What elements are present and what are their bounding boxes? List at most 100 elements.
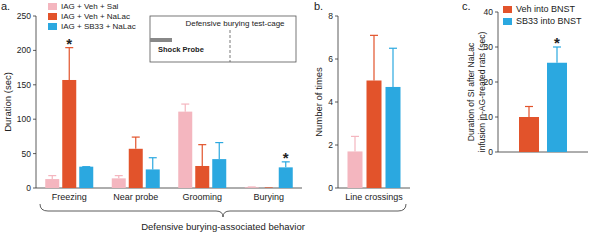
- bar: [45, 179, 59, 188]
- y-tick: [33, 84, 36, 85]
- error-bar: [132, 137, 140, 149]
- error-line: [185, 104, 186, 112]
- error-line: [373, 35, 374, 80]
- y-axis-label-line: Number of times: [313, 67, 324, 137]
- y-tick-label: 50: [22, 149, 32, 159]
- error-cap: [525, 106, 533, 107]
- y-tick: [335, 188, 338, 189]
- legend-label: IAG + Veh + Sal: [61, 2, 119, 11]
- y-tick: [335, 16, 338, 17]
- error-line: [354, 136, 355, 151]
- x-axis-label: Defensive burying-associated behavior: [141, 221, 305, 232]
- error-bar: [215, 143, 223, 160]
- bar: [386, 87, 401, 188]
- y-tick-label: 200: [17, 45, 31, 55]
- legend-label: Veh into BNST: [516, 4, 576, 14]
- y-tick: [33, 188, 36, 189]
- bar: [129, 149, 143, 188]
- y-tick-label: 250: [17, 11, 31, 21]
- y-axis: [36, 16, 37, 188]
- y-axis-label-line: Duration of SI after NaLac: [466, 42, 476, 141]
- x-tick-label: Burying: [253, 192, 284, 202]
- brace: [40, 204, 406, 217]
- error-bar: [525, 107, 533, 118]
- error-bar: [389, 48, 397, 87]
- bar: [146, 169, 160, 188]
- panel-2: c.Duration of SI after NaLacinfusion in-…: [462, 0, 588, 157]
- error-cap: [115, 175, 123, 176]
- marks: [519, 47, 567, 152]
- y-axis-label: Duration (sec): [2, 72, 13, 132]
- y-tick: [33, 16, 36, 17]
- error-cap: [82, 166, 90, 167]
- y-tick: [33, 50, 36, 51]
- bar: [547, 63, 567, 152]
- bar: [262, 188, 276, 189]
- error-cap: [132, 136, 140, 137]
- error-bar: [82, 166, 90, 167]
- error-line: [135, 137, 136, 149]
- y-tick-label: 4: [328, 97, 333, 107]
- bar: [279, 167, 293, 188]
- legend-swatch: [48, 3, 57, 10]
- bar: [245, 187, 259, 188]
- error-bar: [48, 176, 56, 179]
- legend-label: IAG + Veh + NaLac: [61, 12, 130, 21]
- figure: a.Duration (sec)050100150200250FreezingN…: [0, 0, 600, 241]
- marks: [348, 35, 401, 188]
- y-tick: [495, 12, 498, 13]
- y-tick: [495, 82, 498, 83]
- error-cap: [215, 142, 223, 143]
- x-axis: [498, 152, 588, 153]
- error-cap: [248, 186, 256, 187]
- y-tick: [495, 152, 498, 153]
- y-tick: [495, 117, 498, 118]
- legend-swatch: [48, 23, 57, 30]
- legend-label: SB33 into BNST: [516, 16, 582, 26]
- y-tick-label: 150: [17, 80, 31, 90]
- error-line: [152, 158, 153, 170]
- y-axis: [338, 16, 339, 188]
- panel-1: b.Number of times02468Line crossings: [313, 0, 410, 202]
- error-line: [219, 143, 220, 160]
- error-bar: [351, 136, 359, 151]
- significance: *: [66, 35, 72, 52]
- significance: *: [554, 34, 560, 51]
- inset-divider: [230, 30, 231, 62]
- panel-label: c.: [462, 0, 471, 12]
- panel-label: b.: [314, 0, 323, 12]
- y-tick-label: 40: [484, 7, 494, 17]
- panel-0: a.Duration (sec)050100150200250FreezingN…: [1, 0, 406, 232]
- y-tick-label: 10: [484, 112, 494, 122]
- error-bar: [198, 145, 206, 166]
- y-tick: [335, 102, 338, 103]
- bar: [367, 81, 382, 189]
- legend-swatch: [48, 13, 57, 20]
- y-tick: [495, 47, 498, 48]
- y-tick: [33, 153, 36, 154]
- legend-swatch: [503, 18, 512, 25]
- error-bar: [115, 176, 123, 179]
- bar: [519, 117, 539, 152]
- error-cap: [265, 187, 273, 188]
- inset-title: Defensive burying test-cage: [185, 19, 285, 28]
- error-bar: [181, 104, 189, 112]
- error-bar: [65, 48, 73, 80]
- error-line: [69, 48, 70, 80]
- y-tick-label: 6: [328, 54, 333, 64]
- y-axis-label-line: Duration (sec): [2, 72, 13, 132]
- x-tick-label: Near probe: [113, 192, 158, 202]
- error-cap: [351, 136, 359, 137]
- error-cap: [198, 144, 206, 145]
- error-cap: [389, 48, 397, 49]
- y-tick-label: 0: [488, 147, 493, 157]
- bar: [112, 178, 126, 188]
- legend-label: IAG + SB33 + NaLac: [61, 22, 136, 31]
- y-axis: [498, 12, 499, 152]
- bar: [62, 80, 76, 188]
- error-bar: [149, 158, 157, 170]
- error-cap: [181, 103, 189, 104]
- error-line: [202, 145, 203, 166]
- error-bar: [248, 186, 256, 187]
- y-tick-label: 0: [26, 183, 31, 193]
